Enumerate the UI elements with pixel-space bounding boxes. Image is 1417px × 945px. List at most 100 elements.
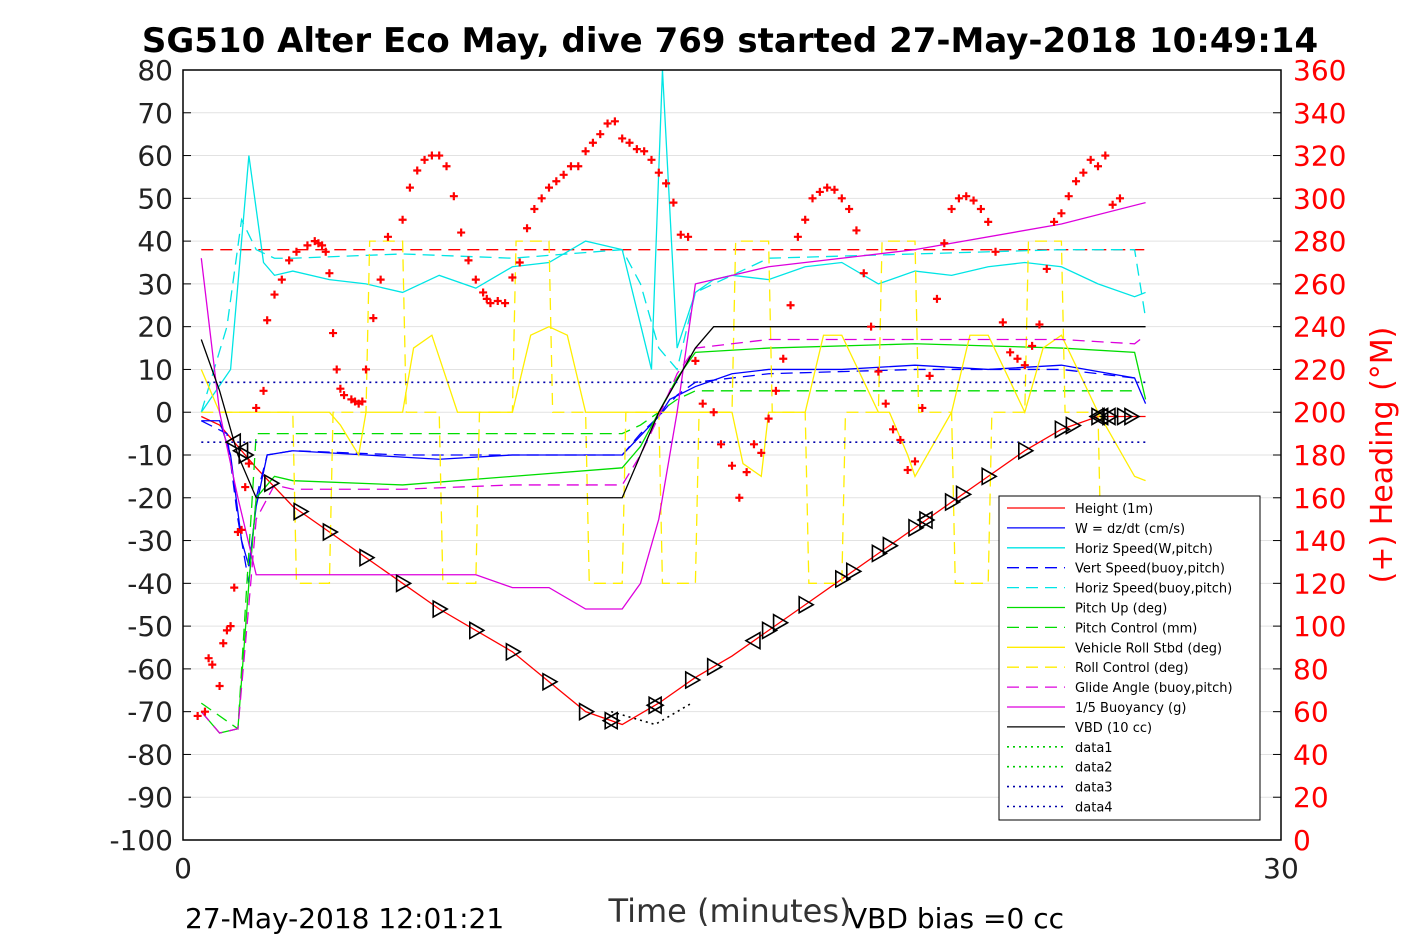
heading-point [932, 294, 941, 303]
heading-point [493, 297, 502, 305]
y-right-tick-label: 180 [1293, 439, 1346, 472]
triangle-right-marker [908, 518, 925, 538]
triangle-left-marker [1099, 407, 1116, 426]
heading-point [427, 151, 436, 160]
heading-point [1079, 168, 1088, 177]
y-right-tick-label: 80 [1293, 653, 1329, 686]
heading-point [867, 322, 876, 331]
heading-point [976, 205, 985, 214]
triangle-right-marker [1091, 407, 1108, 426]
y-tick-label: -60 [127, 653, 173, 686]
series-line [200, 326, 1146, 499]
y-right-tick-label: 240 [1293, 311, 1346, 344]
heading-point [208, 660, 217, 669]
heading-point [1064, 192, 1073, 201]
legend-label: Pitch Control (mm) [1075, 621, 1197, 636]
heading-point [998, 318, 1007, 327]
heading-point [669, 198, 678, 207]
heading-point [728, 461, 736, 470]
heading-point [482, 294, 491, 303]
y-right-tick-label: 140 [1293, 525, 1346, 558]
heading-point [552, 177, 561, 186]
heading-point [815, 187, 824, 196]
legend-label: Vehicle Roll Stbd (deg) [1075, 641, 1222, 656]
heading-point [676, 230, 685, 239]
heading-point [530, 205, 539, 214]
y-tick-label: -20 [127, 482, 173, 515]
triangle-right-marker [1054, 419, 1072, 439]
triangle-right-marker [468, 621, 486, 640]
heading-point [903, 465, 912, 474]
y-right-tick-label: 200 [1293, 396, 1346, 429]
triangle-right-marker [882, 536, 899, 556]
heading-point [442, 162, 451, 171]
y-tick-label: -100 [109, 824, 173, 857]
triangle-right-marker [684, 670, 702, 690]
heading-point [954, 194, 963, 203]
heading-point [457, 228, 466, 237]
heading-point [332, 365, 341, 374]
heading-point [625, 138, 634, 147]
heading-point [329, 329, 338, 338]
heading-point [219, 639, 228, 648]
heading-point [581, 147, 590, 156]
heading-point [684, 232, 693, 241]
heading-point [376, 275, 385, 284]
heading-point [1020, 361, 1029, 370]
heading-point [230, 583, 239, 592]
y-tick-label: 80 [137, 54, 173, 87]
heading-point [1108, 200, 1117, 209]
heading-point [292, 247, 301, 256]
heading-point [252, 403, 261, 412]
heading-point [471, 275, 480, 284]
heading-point [918, 403, 927, 412]
y-tick-label: 40 [137, 225, 173, 258]
triangle-right-marker [322, 522, 340, 542]
triangle-right-marker [432, 599, 449, 619]
heading-point [947, 205, 956, 214]
heading-point [263, 316, 272, 325]
legend-label: data4 [1075, 801, 1113, 816]
y-tick-label: 70 [137, 97, 173, 130]
heading-point [383, 232, 392, 241]
heading-point [603, 119, 612, 128]
series-line [201, 240, 1135, 584]
legend-box [998, 495, 1261, 821]
heading-point [413, 166, 422, 175]
heading-point [486, 299, 495, 308]
heading-point [618, 134, 627, 143]
triangle-right-marker [761, 621, 779, 640]
y-right-tick-label: 100 [1293, 610, 1346, 643]
y-tick-label: -30 [127, 525, 173, 558]
heading-point [735, 493, 744, 502]
y-tick-label: -50 [127, 610, 173, 643]
series-line [200, 325, 1146, 482]
heading-point [757, 448, 766, 457]
heading-point [325, 269, 334, 278]
triangle-right-marker [706, 657, 724, 677]
footer-vbd-bias: VBD bias =0 cc [848, 902, 1064, 935]
triangle-right-marker [845, 561, 863, 581]
triangle-right-marker [648, 695, 665, 715]
heading-point [237, 525, 246, 534]
x-tick-label: 30 [1263, 852, 1299, 885]
triangle-right-marker [955, 484, 973, 504]
series-line [200, 69, 1146, 413]
y-tick-label: 60 [137, 140, 173, 173]
heading-point [566, 162, 575, 171]
triangle-right-marker [505, 642, 523, 662]
heading-point [588, 138, 597, 147]
triangle-right-marker [1102, 407, 1119, 426]
heading-point [405, 183, 414, 192]
heading-point [852, 226, 861, 235]
heading-point [277, 275, 286, 284]
y-tick-label: 30 [137, 268, 173, 301]
heading-point [574, 162, 583, 171]
legend-label: data1 [1075, 741, 1113, 756]
y-tick-label: -70 [127, 696, 173, 729]
heading-point [793, 232, 802, 241]
heading-point [215, 682, 224, 690]
marker-layer [224, 407, 1141, 731]
heading-point [911, 457, 919, 466]
